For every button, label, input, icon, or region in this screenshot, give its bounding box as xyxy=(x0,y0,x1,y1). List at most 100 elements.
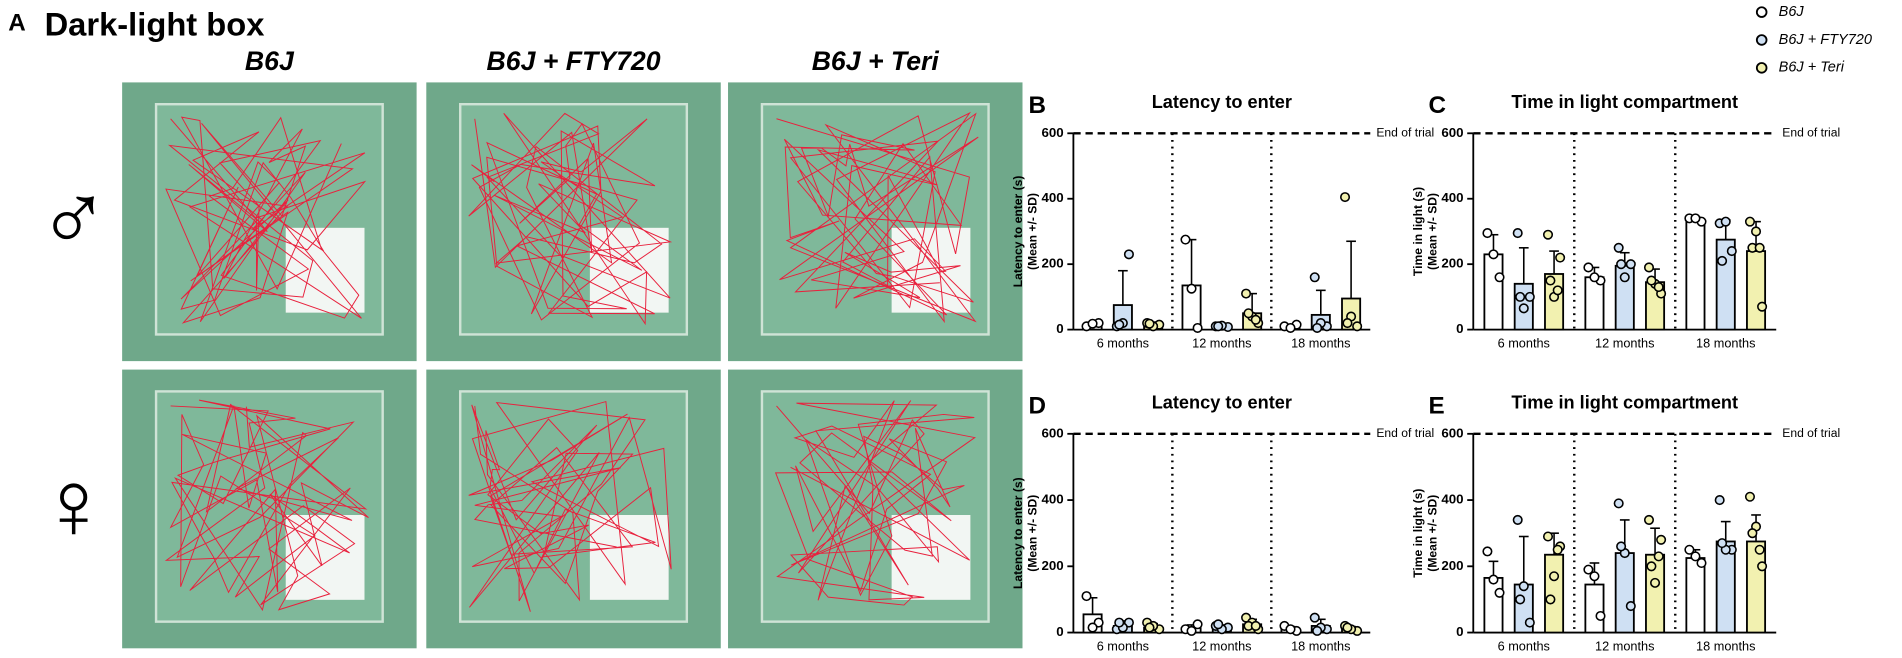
data-point xyxy=(1653,282,1664,293)
track xyxy=(164,399,369,612)
chart-title: Time in light compartment xyxy=(1511,92,1738,112)
data-point xyxy=(1482,228,1493,239)
y-axis-label: Time in light (s) xyxy=(1411,489,1425,578)
panel-letter: B xyxy=(1029,92,1047,119)
data-point xyxy=(1720,216,1731,227)
x-tick-label: 6 months xyxy=(1097,336,1149,351)
y-tick-label: 600 xyxy=(1041,425,1063,440)
reference-label: End of trial xyxy=(1782,125,1840,139)
data-point xyxy=(1613,498,1624,509)
legend-marker xyxy=(1755,62,1768,74)
data-point xyxy=(1690,213,1701,224)
data-point xyxy=(1542,229,1554,240)
y-tick-label: 400 xyxy=(1041,190,1063,205)
x-tick-label: 12 months xyxy=(1192,638,1251,653)
data-point xyxy=(1684,544,1695,555)
data-point xyxy=(1595,610,1606,622)
chart-title: Latency to enter xyxy=(1152,92,1292,112)
track xyxy=(776,111,979,324)
data-point xyxy=(1512,228,1523,239)
data-point xyxy=(1524,617,1535,628)
data-point xyxy=(1589,272,1600,283)
data-point xyxy=(1186,283,1197,294)
data-point xyxy=(1488,574,1499,585)
data-point xyxy=(1213,321,1224,332)
panel-letter: E xyxy=(1428,393,1444,420)
data-point xyxy=(1583,262,1594,273)
chart-title: Latency to enter xyxy=(1152,392,1292,412)
data-point xyxy=(1757,561,1768,572)
data-point xyxy=(1123,249,1134,260)
bar xyxy=(1715,540,1736,634)
sex-symbol: ♂ xyxy=(37,163,110,272)
data-point xyxy=(1515,594,1526,605)
data-point xyxy=(1482,546,1493,557)
data-point xyxy=(1312,625,1323,636)
data-point xyxy=(1616,541,1627,552)
data-point xyxy=(1747,528,1758,539)
data-point xyxy=(1549,571,1560,582)
data-point xyxy=(1625,601,1636,612)
y-tick-label: 600 xyxy=(1441,425,1463,440)
data-point xyxy=(1616,259,1627,270)
data-point xyxy=(1653,551,1664,562)
data-point xyxy=(1650,577,1661,588)
data-point xyxy=(1087,318,1098,329)
data-point xyxy=(1542,531,1554,542)
data-point xyxy=(1192,322,1203,333)
y-axis-label: (Mean +/- SD) xyxy=(1026,193,1040,270)
data-point xyxy=(1488,249,1499,260)
data-point xyxy=(1342,318,1353,329)
data-point xyxy=(1690,551,1701,562)
data-point xyxy=(1518,581,1529,592)
data-point xyxy=(1312,322,1323,333)
data-point xyxy=(1613,242,1624,253)
x-tick-label: 12 months xyxy=(1595,638,1654,653)
data-point xyxy=(1545,594,1556,605)
bar xyxy=(1746,540,1767,634)
data-point xyxy=(1619,272,1630,283)
bar xyxy=(1544,553,1565,634)
data-point xyxy=(1512,514,1523,525)
data-point xyxy=(1656,534,1667,545)
bar xyxy=(1746,250,1767,331)
data-point xyxy=(1250,620,1261,631)
y-tick-label: 600 xyxy=(1041,125,1063,140)
data-point xyxy=(1340,192,1351,203)
light-zone xyxy=(285,515,365,600)
x-tick-label: 18 months xyxy=(1696,336,1755,351)
data-point xyxy=(1518,303,1529,314)
y-tick-label: 0 xyxy=(1456,624,1463,639)
data-point xyxy=(1515,291,1526,302)
panel-letter: C xyxy=(1428,92,1446,119)
y-axis-label: Latency to enter (s) xyxy=(1011,176,1025,288)
data-point xyxy=(1241,288,1252,299)
data-point xyxy=(1192,619,1203,630)
light-zone xyxy=(589,515,669,600)
bar xyxy=(1685,219,1706,331)
data-point xyxy=(1744,216,1756,227)
track xyxy=(468,400,672,612)
bar xyxy=(1614,552,1635,634)
data-point xyxy=(1583,564,1594,575)
data-point xyxy=(1309,612,1320,623)
y-tick-label: 200 xyxy=(1041,558,1063,573)
y-tick-label: 0 xyxy=(1056,624,1063,639)
figure-title: Dark-light box xyxy=(45,5,265,42)
data-point xyxy=(1726,246,1737,257)
legend-label: B6J + FTY720 xyxy=(1779,32,1872,48)
x-tick-label: 12 months xyxy=(1192,336,1251,351)
column-header: B6J xyxy=(245,46,295,76)
sex-symbol: ♀ xyxy=(37,450,110,559)
y-axis-label: (Mean +/- SD) xyxy=(1425,495,1439,572)
x-tick-label: 18 months xyxy=(1291,336,1350,351)
reference-label: End of trial xyxy=(1782,426,1840,440)
bar xyxy=(1584,583,1605,634)
data-point xyxy=(1646,275,1657,286)
y-axis-label: (Mean +/- SD) xyxy=(1026,495,1040,572)
legend-marker xyxy=(1755,34,1768,46)
track xyxy=(774,400,976,606)
data-point xyxy=(1081,591,1092,602)
data-point xyxy=(1754,544,1765,555)
